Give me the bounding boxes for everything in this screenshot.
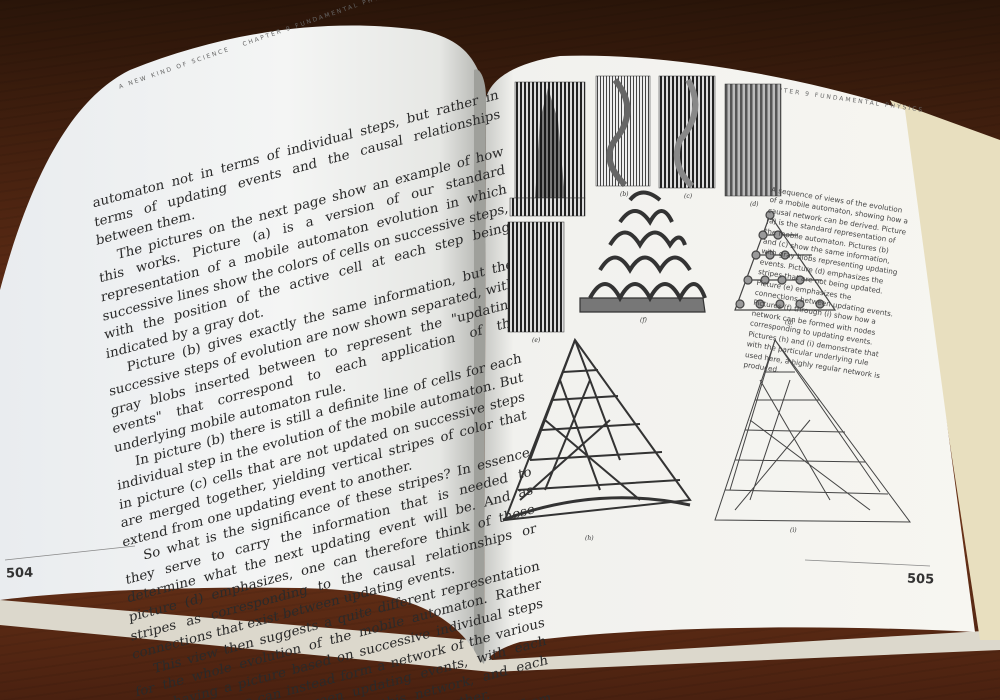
figure-h: (h) bbox=[502, 337, 692, 542]
label-h: (h) bbox=[585, 535, 594, 542]
figure-a: (a) bbox=[514, 81, 586, 210]
figure-g: (g) bbox=[734, 210, 837, 326]
figure-d: (d) bbox=[724, 83, 782, 208]
figure-f: (f) bbox=[579, 190, 707, 324]
figure-caption: A sequence of views of the evolution of … bbox=[742, 185, 909, 380]
label-f: (f) bbox=[640, 317, 648, 324]
figure-strip bbox=[509, 197, 586, 217]
figure-c: (c) bbox=[658, 75, 716, 200]
label-d: (d) bbox=[750, 201, 759, 208]
label-c: (c) bbox=[684, 193, 693, 200]
figure-i: (i) bbox=[714, 338, 912, 534]
label-e: (e) bbox=[532, 337, 541, 344]
label-b: (b) bbox=[620, 191, 629, 198]
right-page bbox=[484, 55, 975, 664]
left-page bbox=[0, 25, 478, 651]
figure-e: (e) bbox=[507, 221, 565, 344]
figure-b: (b) bbox=[595, 75, 651, 198]
label-i: (i) bbox=[790, 527, 797, 534]
label-g: (g) bbox=[785, 319, 794, 326]
